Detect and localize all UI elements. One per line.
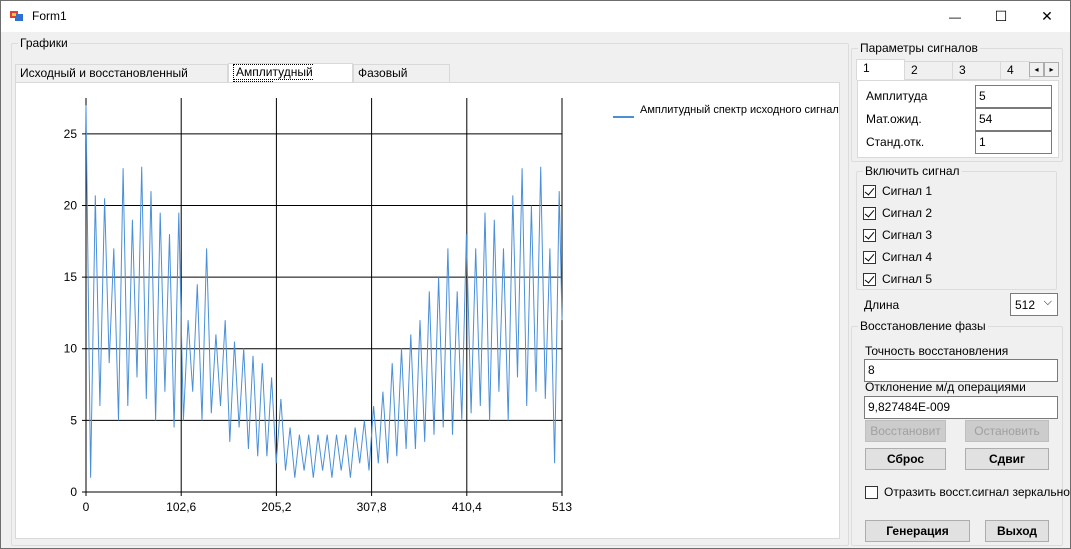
spectrum-series-line — [86, 105, 562, 478]
param-tab-label: 3 — [959, 63, 966, 77]
y-tick-label: 25 — [64, 127, 78, 141]
mean-input[interactable]: 54 — [975, 108, 1052, 131]
signal-label: Сигнал 5 — [882, 272, 932, 286]
std-label: Станд.отк. — [866, 135, 924, 149]
param-tab-2[interactable]: 2 — [904, 61, 953, 80]
param-tab-label: 1 — [863, 61, 870, 75]
x-tick-label: 205,2 — [261, 500, 291, 514]
length-select[interactable]: 512 ⌵ — [1010, 293, 1058, 316]
enable-signal-legend: Включить сигнал — [863, 164, 962, 178]
x-tick-label: 410,4 — [452, 500, 482, 514]
checkbox-checked-icon — [863, 273, 876, 286]
param-tab-3[interactable]: 3 — [952, 61, 1001, 80]
tab-amplitude-spectrum[interactable]: Амплитудный спектр — [228, 63, 353, 84]
chevron-down-icon: ⌵ — [1044, 296, 1052, 309]
window-title: Form1 — [32, 9, 67, 23]
shift-button[interactable]: Сдвиг — [965, 448, 1049, 470]
accuracy-input[interactable]: 8 — [864, 359, 1058, 382]
tab-phase-spectrum[interactable]: Фазовый спектр — [353, 64, 450, 83]
x-tick-label: 0 — [83, 500, 90, 514]
phase-restore-legend: Восстановление фазы — [858, 319, 988, 333]
param-tab-label: 4 — [1007, 63, 1014, 77]
y-tick-label: 10 — [64, 342, 78, 356]
chart-panel: 0 102,6 205,2 307,8 410,4 513 0 5 10 15 20 25 Ампли… — [15, 82, 840, 539]
length-value: 512 — [1015, 298, 1035, 312]
param-tab-1[interactable]: 1 — [856, 59, 905, 81]
length-label: Длина — [864, 298, 899, 312]
signal-4-checkbox[interactable]: Сигнал 4 — [863, 249, 932, 265]
param-tab-4[interactable]: 4 — [1000, 61, 1030, 80]
y-tick-label: 5 — [70, 413, 77, 427]
checkbox-checked-icon — [863, 185, 876, 198]
signal-3-checkbox[interactable]: Сигнал 3 — [863, 227, 932, 243]
signal-label: Сигнал 1 — [882, 184, 932, 198]
legend-text-line: Амплитудный спектр исходного сигнала — [640, 104, 839, 116]
tab-scroll-right-button[interactable]: ▸ — [1044, 62, 1059, 77]
generate-button[interactable]: Генерация — [865, 520, 970, 542]
amplitude-spectrum-chart: 0 102,6 205,2 307,8 410,4 513 0 5 10 15 20 25 Ампли… — [16, 83, 839, 538]
deviation-output: 9,827484E-009 — [864, 396, 1058, 419]
stop-button[interactable]: Остановить — [965, 420, 1049, 442]
y-tick-label: 20 — [64, 198, 78, 212]
graphs-legend: Графики — [18, 36, 70, 50]
signal-params-legend: Параметры сигналов — [858, 41, 980, 55]
chevron-left-icon: ◂ — [1034, 65, 1038, 74]
checkbox-checked-icon — [863, 251, 876, 264]
param-tab-label: 2 — [911, 63, 918, 77]
amplitude-label: Амплитуда — [866, 89, 927, 103]
y-tick-label: 15 — [64, 270, 78, 284]
mirror-label: Отразить восст.сигнал зеркально — [884, 485, 1070, 499]
checkbox-checked-icon — [863, 207, 876, 220]
y-tick-label: 0 — [70, 485, 77, 499]
minimize-icon: — — [949, 10, 961, 24]
maximize-icon: ☐ — [995, 8, 1008, 25]
accuracy-label: Точность восстановления — [865, 344, 1008, 358]
signal-label: Сигнал 4 — [882, 250, 932, 264]
reset-button[interactable]: Сброс — [865, 448, 946, 470]
checkbox-unchecked-icon — [865, 486, 878, 499]
deviation-label: Отклонение м/д операциями — [865, 380, 1026, 394]
signal-1-checkbox[interactable]: Сигнал 1 — [863, 183, 932, 199]
signal-label: Сигнал 3 — [882, 228, 932, 242]
tab-scroll-left-button[interactable]: ◂ — [1029, 62, 1044, 77]
std-input[interactable]: 1 — [975, 131, 1052, 154]
legend-entry: Амплитудный спектр исходного сигнала — [640, 104, 839, 116]
close-icon: ✕ — [1041, 8, 1053, 25]
chevron-right-icon: ▸ — [1049, 65, 1053, 74]
form-app-icon — [10, 9, 24, 23]
checkbox-checked-icon — [863, 229, 876, 242]
x-tick-label: 513 — [552, 500, 572, 514]
x-tick-label: 307,8 — [357, 500, 387, 514]
tab-source-restored[interactable]: Исходный и восстановленный сигнал — [15, 64, 228, 83]
signal-5-checkbox[interactable]: Сигнал 5 — [863, 271, 932, 287]
minimize-button[interactable]: — — [932, 1, 978, 32]
mirror-checkbox[interactable]: Отразить восст.сигнал зеркально — [865, 484, 1070, 500]
maximize-button[interactable]: ☐ — [978, 1, 1024, 32]
close-button[interactable]: ✕ — [1024, 1, 1070, 32]
signal-2-checkbox[interactable]: Сигнал 2 — [863, 205, 932, 221]
title-bar: Form1 — ☐ ✕ — [1, 1, 1070, 32]
x-tick-label: 102,6 — [166, 500, 196, 514]
amplitude-input[interactable]: 5 — [975, 85, 1052, 108]
exit-button[interactable]: Выход — [985, 520, 1049, 542]
restore-button[interactable]: Восстановит — [865, 420, 946, 442]
mean-label: Мат.ожид. — [866, 112, 922, 126]
signal-label: Сигнал 2 — [882, 206, 932, 220]
